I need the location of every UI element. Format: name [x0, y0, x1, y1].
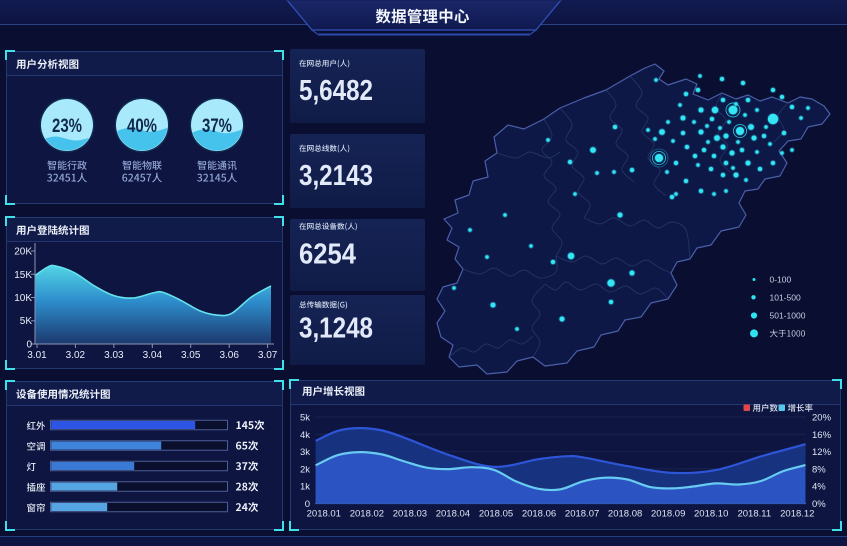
svg-text:5K: 5K	[20, 316, 33, 327]
svg-text:2018.09: 2018.09	[651, 509, 685, 520]
svg-text:2018.07: 2018.07	[565, 509, 599, 520]
svg-text:2018.04: 2018.04	[436, 509, 470, 520]
svg-text:8%: 8%	[812, 464, 826, 475]
svg-text:3.03: 3.03	[104, 350, 124, 361]
svg-text:40%: 40%	[127, 115, 157, 137]
svg-text:10K: 10K	[14, 293, 32, 304]
svg-text:3.02: 3.02	[66, 350, 86, 361]
svg-text:20K: 20K	[14, 247, 32, 258]
svg-text:3.05: 3.05	[181, 350, 201, 361]
svg-text:2018.02: 2018.02	[350, 509, 384, 520]
svg-text:20%: 20%	[812, 413, 832, 424]
svg-text:12%: 12%	[812, 447, 832, 458]
svg-text:3,1248: 3,1248	[299, 313, 373, 345]
svg-text:0-100: 0-100	[770, 275, 792, 285]
svg-text:6254: 6254	[299, 239, 356, 271]
svg-text:2018.12: 2018.12	[780, 509, 814, 520]
svg-text:1k: 1k	[300, 482, 310, 493]
svg-text:3.07: 3.07	[258, 350, 278, 361]
svg-text:101-500: 101-500	[770, 293, 801, 303]
svg-text:2k: 2k	[300, 464, 310, 475]
svg-text:0: 0	[305, 499, 310, 510]
svg-text:0%: 0%	[812, 499, 826, 510]
svg-text:2018.06: 2018.06	[522, 509, 556, 520]
svg-text:4%: 4%	[812, 482, 826, 493]
svg-text:23%: 23%	[52, 115, 82, 137]
svg-text:3k: 3k	[300, 447, 310, 458]
svg-text:3.04: 3.04	[143, 350, 163, 361]
svg-text:3,2143: 3,2143	[299, 160, 373, 192]
svg-text:16%: 16%	[812, 430, 832, 441]
svg-text:2018.03: 2018.03	[393, 509, 427, 520]
svg-text:0: 0	[26, 340, 32, 351]
svg-text:2018.11: 2018.11	[737, 509, 771, 520]
svg-text:2018.01: 2018.01	[307, 509, 341, 520]
svg-text:4k: 4k	[300, 430, 310, 441]
svg-text:15K: 15K	[14, 270, 32, 281]
svg-text:3.01: 3.01	[27, 350, 47, 361]
svg-text:2018.05: 2018.05	[479, 509, 513, 520]
svg-text:37%: 37%	[202, 115, 232, 137]
svg-text:5,6482: 5,6482	[299, 75, 373, 107]
svg-text:2018.10: 2018.10	[694, 509, 728, 520]
svg-text:2018.08: 2018.08	[608, 509, 642, 520]
svg-text:5k: 5k	[300, 413, 310, 424]
svg-text:3.06: 3.06	[219, 350, 239, 361]
svg-text:501-1000: 501-1000	[770, 311, 806, 321]
